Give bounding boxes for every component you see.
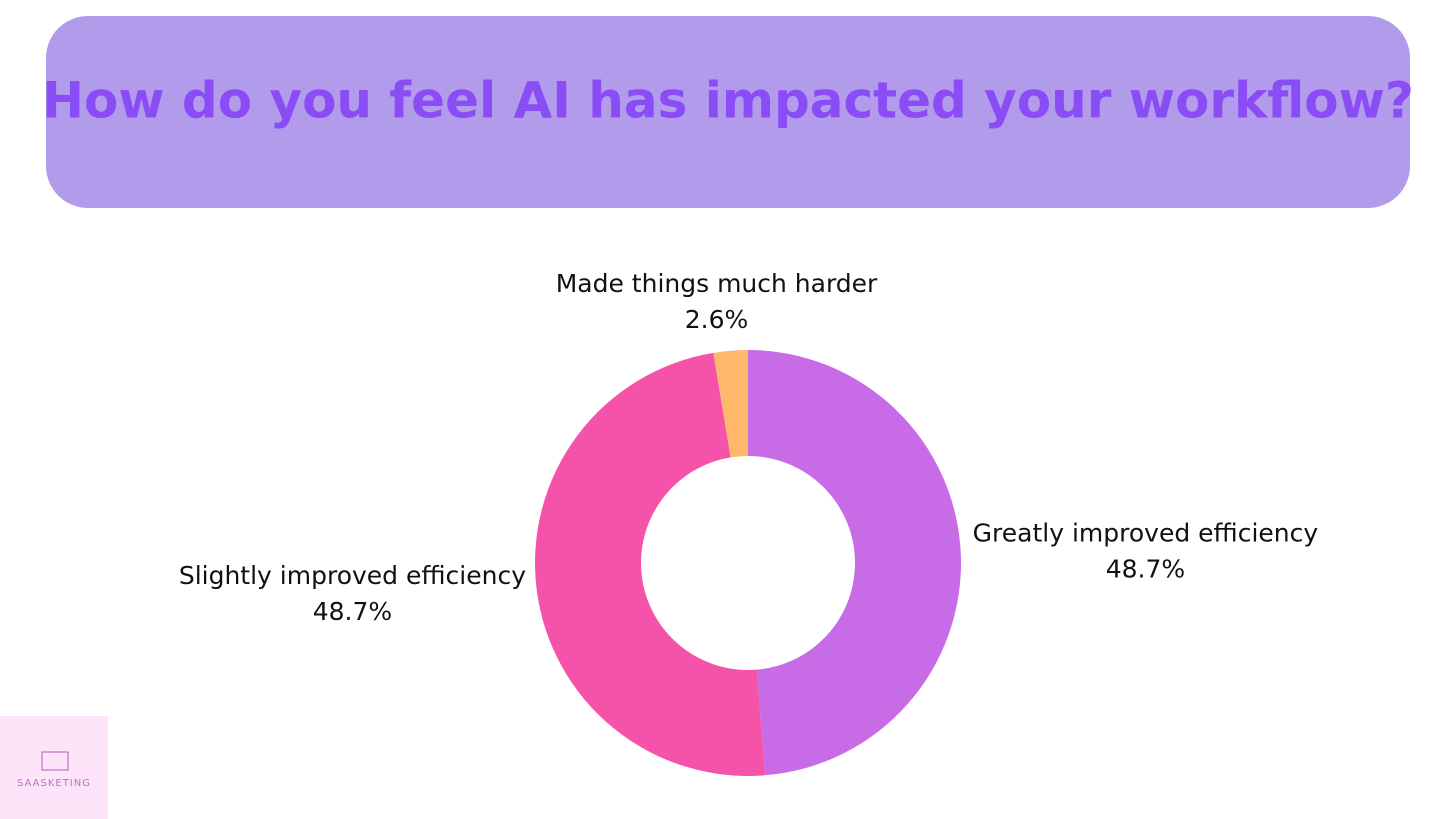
donut-slice	[534, 352, 766, 776]
donut-slice	[713, 350, 748, 458]
logo-icon	[41, 751, 69, 771]
slice-label: Greatly improved efficiency 48.7%	[973, 518, 1319, 583]
category-label: Greatly improved efficiency	[973, 518, 1319, 547]
value-label: 48.7%	[313, 597, 392, 626]
slice-label: Slightly improved efficiency 48.7%	[179, 561, 526, 626]
value-label: 48.7%	[1106, 554, 1185, 583]
category-label: Made things much harder	[556, 269, 878, 298]
chart-title: How do you feel AI has impacted your wor…	[42, 72, 1414, 130]
logo-bg	[0, 716, 108, 819]
title-banner	[46, 16, 1410, 208]
category-label: Slightly improved efficiency	[179, 561, 526, 590]
slice-label: Made things much harder 2.6%	[556, 269, 878, 334]
donut-slice	[748, 350, 962, 776]
logo: SAASKETING	[0, 716, 108, 819]
value-label: 2.6%	[685, 305, 749, 334]
logo-text: SAASKETING	[17, 778, 91, 789]
